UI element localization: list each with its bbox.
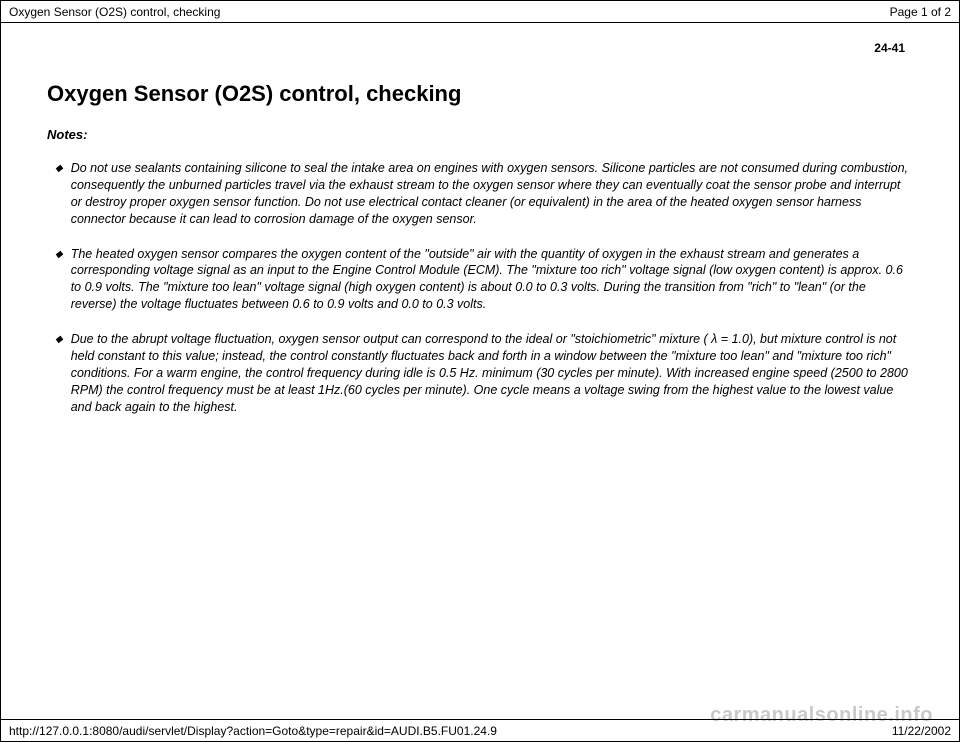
bullet-icon: ◆ bbox=[55, 333, 63, 347]
footer-bar: http://127.0.0.1:8080/audi/servlet/Displ… bbox=[1, 719, 959, 741]
page-title: Oxygen Sensor (O2S) control, checking bbox=[47, 81, 913, 107]
list-item: ◆ The heated oxygen sensor compares the … bbox=[55, 246, 913, 314]
bullet-icon: ◆ bbox=[55, 248, 63, 262]
notes-list: ◆ Do not use sealants containing silicon… bbox=[47, 160, 913, 415]
content-area: 24-41 Oxygen Sensor (O2S) control, check… bbox=[1, 23, 959, 415]
header-title: Oxygen Sensor (O2S) control, checking bbox=[9, 5, 220, 19]
notes-label: Notes: bbox=[47, 127, 913, 142]
footer-url: http://127.0.0.1:8080/audi/servlet/Displ… bbox=[9, 724, 497, 738]
header-page-indicator: Page 1 of 2 bbox=[890, 5, 951, 19]
page-frame: Oxygen Sensor (O2S) control, checking Pa… bbox=[0, 0, 960, 742]
note-text: Due to the abrupt voltage fluctuation, o… bbox=[71, 331, 913, 415]
footer-date: 11/22/2002 bbox=[892, 724, 951, 738]
note-text: The heated oxygen sensor compares the ox… bbox=[71, 246, 913, 314]
bullet-icon: ◆ bbox=[55, 162, 63, 176]
list-item: ◆ Do not use sealants containing silicon… bbox=[55, 160, 913, 228]
list-item: ◆ Due to the abrupt voltage fluctuation,… bbox=[55, 331, 913, 415]
section-number: 24-41 bbox=[47, 41, 913, 55]
header-bar: Oxygen Sensor (O2S) control, checking Pa… bbox=[1, 1, 959, 23]
note-text: Do not use sealants containing silicone … bbox=[71, 160, 913, 228]
